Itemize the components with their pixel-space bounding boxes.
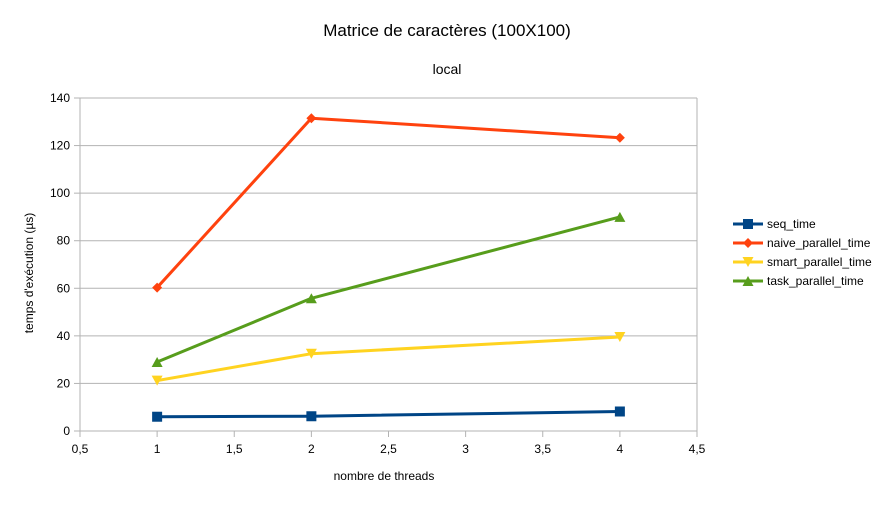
data-point bbox=[305, 348, 317, 359]
legend-label: task_parallel_time bbox=[767, 274, 864, 288]
series-line bbox=[156, 116, 620, 289]
y-tick-label: 120 bbox=[50, 139, 70, 153]
y-tick-label: 60 bbox=[57, 281, 71, 295]
data-point bbox=[614, 211, 626, 222]
x-tick-label: 4 bbox=[617, 442, 624, 456]
series-naive_parallel_time bbox=[152, 113, 625, 293]
chart-subtitle: local bbox=[433, 61, 462, 77]
x-tick-label: 3,5 bbox=[534, 442, 551, 456]
legend-label: naive_parallel_time bbox=[767, 236, 871, 250]
y-tick-label: 40 bbox=[57, 329, 71, 343]
legend-item: task_parallel_time bbox=[733, 274, 864, 288]
x-tick-label: 2 bbox=[308, 442, 315, 456]
series-line bbox=[156, 335, 620, 383]
legend-marker bbox=[743, 219, 753, 229]
data-point bbox=[614, 332, 626, 343]
x-tick-label: 2,5 bbox=[380, 442, 397, 456]
series-task_parallel_time bbox=[151, 211, 626, 368]
legend-marker bbox=[742, 276, 754, 286]
legend-item: smart_parallel_time bbox=[733, 255, 872, 269]
x-tick-label: 1,5 bbox=[226, 442, 243, 456]
data-point bbox=[151, 375, 163, 386]
data-point bbox=[305, 293, 317, 304]
series-line bbox=[157, 409, 620, 419]
y-axis-label: temps d'exécution (µs) bbox=[22, 213, 36, 334]
data-point bbox=[614, 406, 625, 417]
data-point bbox=[151, 357, 163, 368]
axis-layer: 0 20 40 60 80 100 120 140 0,5 1 1,5 2 2,5 3 3,5 4 4,5 bbox=[50, 91, 706, 456]
data-point bbox=[152, 282, 163, 293]
y-tick-label: 80 bbox=[57, 234, 71, 248]
data-point bbox=[306, 411, 317, 422]
series-seq_time bbox=[152, 406, 625, 422]
legend-label: seq_time bbox=[767, 217, 816, 231]
grid-layer bbox=[79, 97, 698, 432]
legend-marker bbox=[743, 238, 753, 248]
y-tick-label: 20 bbox=[57, 376, 71, 390]
chart-title: Matrice de caractères (100X100) bbox=[323, 21, 571, 40]
data-point bbox=[614, 132, 625, 143]
y-tick-label: 140 bbox=[50, 91, 70, 105]
x-tick-label: 4,5 bbox=[689, 442, 706, 456]
y-tick-label: 0 bbox=[63, 424, 70, 438]
x-axis-label: nombre de threads bbox=[334, 469, 435, 483]
legend: seq_time naive_parallel_time smart_paralle… bbox=[733, 217, 872, 288]
legend-label: smart_parallel_time bbox=[767, 255, 872, 269]
data-point bbox=[306, 113, 317, 124]
x-tick-label: 0,5 bbox=[72, 442, 89, 456]
x-tick-label: 3 bbox=[462, 442, 469, 456]
legend-marker bbox=[742, 257, 754, 267]
x-tick-label: 1 bbox=[154, 442, 161, 456]
series-smart_parallel_time bbox=[151, 332, 626, 386]
legend-item: naive_parallel_time bbox=[733, 236, 871, 250]
legend-item: seq_time bbox=[733, 217, 816, 231]
series-layer bbox=[151, 113, 626, 422]
data-point bbox=[152, 411, 163, 422]
y-tick-label: 100 bbox=[50, 186, 70, 200]
